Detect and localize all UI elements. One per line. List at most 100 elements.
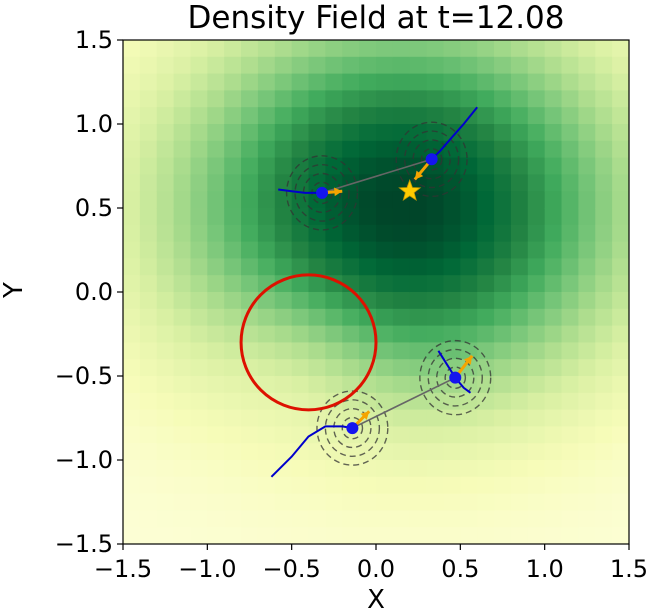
density-cell bbox=[173, 292, 192, 310]
density-cell bbox=[342, 308, 360, 327]
density-cell bbox=[207, 73, 225, 91]
density-cell bbox=[325, 376, 343, 394]
density-cell bbox=[494, 140, 512, 159]
density-cell bbox=[392, 40, 411, 58]
density-cell bbox=[342, 476, 360, 495]
density-cell bbox=[460, 241, 478, 259]
density-cell bbox=[612, 409, 629, 427]
density-cell bbox=[139, 476, 158, 495]
density-cell bbox=[376, 174, 394, 192]
density-cell bbox=[527, 376, 546, 394]
density-cell bbox=[376, 443, 394, 461]
density-cell bbox=[359, 157, 377, 175]
density-cell bbox=[578, 342, 596, 360]
density-cell bbox=[291, 426, 310, 444]
density-cell bbox=[257, 107, 276, 125]
density-cell bbox=[595, 443, 613, 461]
density-cell bbox=[274, 493, 293, 511]
density-cell bbox=[224, 376, 242, 394]
velocity-arrow-head bbox=[414, 170, 424, 180]
density-cell bbox=[595, 510, 613, 528]
density-cell bbox=[308, 56, 326, 75]
density-cell bbox=[561, 359, 579, 377]
density-cell bbox=[561, 73, 579, 91]
density-cell bbox=[291, 56, 310, 75]
density-cell bbox=[595, 124, 613, 142]
density-cell bbox=[325, 359, 343, 377]
density-cell bbox=[291, 191, 310, 209]
density-cell bbox=[308, 124, 326, 142]
density-cell bbox=[241, 476, 259, 495]
density-cell bbox=[190, 275, 208, 293]
density-cell bbox=[224, 308, 242, 327]
density-cell bbox=[308, 157, 326, 175]
density-cell bbox=[139, 460, 158, 478]
density-cell bbox=[190, 325, 208, 343]
density-cell bbox=[359, 426, 377, 444]
density-cell bbox=[257, 342, 276, 360]
density-cell bbox=[443, 73, 461, 91]
density-cell bbox=[139, 258, 158, 276]
density-cell bbox=[494, 476, 512, 495]
density-cell bbox=[173, 409, 192, 427]
density-cell bbox=[257, 124, 276, 142]
density-cell bbox=[308, 308, 326, 327]
density-cell bbox=[291, 392, 310, 411]
density-cell bbox=[595, 359, 613, 377]
density-cell bbox=[274, 73, 293, 91]
density-cell bbox=[544, 426, 563, 444]
density-cell bbox=[443, 275, 461, 293]
density-cell bbox=[477, 527, 495, 544]
density-cell bbox=[257, 157, 276, 175]
density-cell bbox=[477, 73, 495, 91]
density-cell bbox=[241, 90, 259, 108]
density-cell bbox=[359, 460, 377, 478]
density-cell bbox=[342, 208, 360, 226]
density-cell bbox=[224, 443, 242, 461]
density-cell bbox=[257, 325, 276, 343]
density-cell bbox=[325, 258, 343, 276]
density-cell bbox=[156, 359, 175, 377]
density-cell bbox=[308, 224, 326, 243]
density-cell bbox=[190, 208, 208, 226]
density-cell bbox=[426, 56, 445, 75]
density-cell bbox=[612, 157, 629, 175]
density-cell bbox=[241, 40, 259, 58]
density-cell bbox=[460, 275, 478, 293]
density-cell bbox=[376, 460, 394, 478]
density-cell bbox=[578, 493, 596, 511]
density-cell bbox=[325, 476, 343, 495]
density-cell bbox=[510, 443, 529, 461]
density-cell bbox=[494, 224, 512, 243]
density-cell bbox=[443, 224, 461, 243]
density-cell bbox=[392, 476, 411, 495]
density-cell bbox=[308, 359, 326, 377]
density-cell bbox=[241, 493, 259, 511]
agent-contour bbox=[444, 366, 467, 389]
density-cell bbox=[139, 174, 158, 192]
density-cell bbox=[443, 191, 461, 209]
density-cell bbox=[207, 56, 225, 75]
density-cell bbox=[123, 107, 141, 125]
density-cell bbox=[561, 241, 579, 259]
density-cell bbox=[241, 443, 259, 461]
density-cell bbox=[527, 40, 546, 58]
density-cell bbox=[241, 342, 259, 360]
density-cell bbox=[612, 460, 629, 478]
density-cell bbox=[173, 342, 192, 360]
density-cell bbox=[123, 40, 141, 58]
density-cell bbox=[241, 275, 259, 293]
density-cell bbox=[409, 140, 428, 159]
density-cell bbox=[578, 292, 596, 310]
density-cell bbox=[612, 73, 629, 91]
density-cell bbox=[274, 124, 293, 142]
density-cell bbox=[207, 443, 225, 461]
density-cell bbox=[207, 90, 225, 108]
density-cell bbox=[443, 493, 461, 511]
density-cell bbox=[359, 40, 377, 58]
density-cell bbox=[241, 174, 259, 192]
density-cell bbox=[274, 325, 293, 343]
density-cell bbox=[139, 90, 158, 108]
density-cell bbox=[494, 392, 512, 411]
velocity-arrow-head bbox=[360, 411, 370, 420]
